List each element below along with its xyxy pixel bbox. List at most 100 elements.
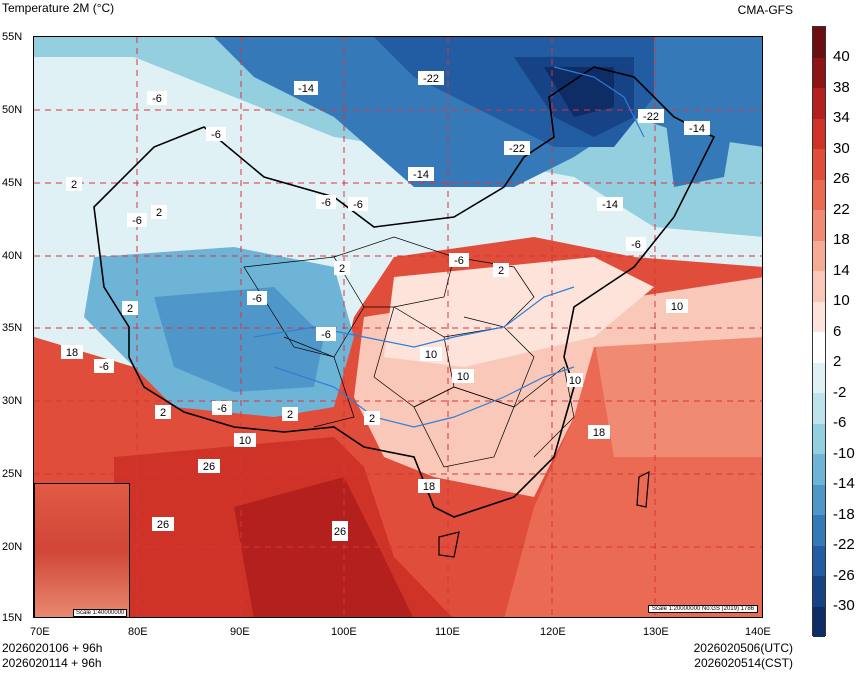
svg-text:-6: -6 bbox=[217, 403, 227, 415]
lat-label-20n: 20N bbox=[2, 541, 23, 553]
contour-label: 10 bbox=[234, 433, 256, 447]
colorbar-label: 18 bbox=[833, 231, 850, 248]
svg-text:2: 2 bbox=[127, 303, 133, 315]
colorbar-label: -18 bbox=[833, 505, 855, 523]
colorbar-label: -30 bbox=[833, 597, 855, 614]
contour-label: -6 bbox=[206, 127, 226, 141]
contour-label: 10 bbox=[420, 347, 442, 361]
colorbar-segment bbox=[813, 240, 825, 271]
init-time-cst: 2026020114 + 96h bbox=[2, 656, 102, 670]
colorbar-label: -2 bbox=[833, 383, 847, 401]
svg-text:2: 2 bbox=[498, 265, 504, 277]
contour-label: -14 bbox=[408, 167, 434, 181]
contour-label: 2 bbox=[282, 407, 298, 421]
colorbar-segment bbox=[813, 606, 825, 637]
colorbar-label: 10 bbox=[833, 292, 850, 309]
contour-label: 2 bbox=[364, 411, 380, 425]
contour-label: 2 bbox=[151, 205, 167, 219]
contour-label: 10 bbox=[452, 369, 474, 383]
colorbar-label: -6 bbox=[833, 414, 847, 431]
lon-label-130e: 130E bbox=[643, 626, 669, 638]
hainan-outline bbox=[438, 531, 460, 558]
colorbar-label: -10 bbox=[833, 444, 855, 462]
svg-text:-6: -6 bbox=[252, 293, 262, 305]
ocean-mild-region bbox=[594, 307, 762, 457]
svg-text:-14: -14 bbox=[602, 199, 618, 211]
svg-text:10: 10 bbox=[239, 435, 251, 447]
lat-label-25n: 25N bbox=[2, 468, 23, 480]
lon-label-140e: 140E bbox=[745, 626, 771, 638]
svg-text:-14: -14 bbox=[413, 169, 429, 181]
contour-label: 18 bbox=[588, 425, 610, 439]
contour-label: 26 bbox=[152, 517, 174, 531]
contour-label: -6 bbox=[147, 91, 167, 105]
svg-text:-14: -14 bbox=[689, 123, 705, 135]
colorbar-segment bbox=[813, 27, 825, 58]
svg-text:26: 26 bbox=[203, 461, 215, 473]
colorbar-segment bbox=[813, 454, 825, 485]
svg-text:18: 18 bbox=[593, 427, 605, 439]
temperature-map: -14 -6 -22 -22 -14 -22 -6 2 -14 -6 -14 2… bbox=[33, 36, 763, 618]
colorbar-segment bbox=[813, 484, 825, 515]
lat-label-40n: 40N bbox=[2, 250, 23, 262]
model-source-label: CMA-GFS bbox=[737, 3, 793, 17]
contour-label: 18 bbox=[418, 479, 440, 493]
lon-label-80e: 80E bbox=[128, 626, 148, 638]
map-title: Temperature 2M (°C) bbox=[2, 1, 115, 15]
contour-label: -22 bbox=[418, 71, 444, 85]
lat-label-50n: 50N bbox=[2, 104, 23, 116]
south-china-sea-inset: Scale 1:40000000 bbox=[34, 483, 130, 617]
contour-label: 10 bbox=[567, 373, 583, 387]
contour-label: -6 bbox=[626, 237, 646, 251]
colorbar-label: 14 bbox=[833, 261, 850, 279]
colorbar-segment bbox=[813, 393, 825, 424]
svg-text:2: 2 bbox=[287, 409, 293, 421]
contour-label: 26 bbox=[198, 459, 220, 473]
colorbar-label: 6 bbox=[833, 322, 842, 340]
svg-text:26: 26 bbox=[157, 519, 169, 531]
contour-label: -6 bbox=[212, 401, 232, 415]
svg-text:2: 2 bbox=[369, 413, 375, 425]
colorbar-label: 26 bbox=[833, 170, 850, 187]
svg-text:26: 26 bbox=[334, 526, 346, 538]
coldest-region bbox=[544, 67, 614, 117]
valid-time-utc: 2026020506(UTC) bbox=[693, 641, 793, 655]
northeast-cold-region bbox=[664, 107, 734, 187]
svg-text:-6: -6 bbox=[631, 239, 641, 251]
colorbar-segment bbox=[813, 576, 825, 607]
svg-text:10: 10 bbox=[425, 349, 437, 361]
contour-label: -6 bbox=[348, 197, 368, 211]
lat-label-30n: 30N bbox=[2, 395, 23, 407]
contour-label: 2 bbox=[155, 405, 171, 419]
colorbar-label: 40 bbox=[833, 48, 850, 65]
svg-text:-6: -6 bbox=[132, 215, 142, 227]
colorbar-label: 22 bbox=[833, 200, 850, 218]
svg-text:18: 18 bbox=[423, 481, 435, 493]
lat-label-45n: 45N bbox=[2, 177, 23, 189]
contour-label: 2 bbox=[334, 261, 350, 275]
svg-text:-6: -6 bbox=[353, 199, 363, 211]
svg-text:-6: -6 bbox=[99, 361, 109, 373]
contour-label: 2 bbox=[66, 177, 82, 191]
contour-label: -6 bbox=[127, 213, 147, 227]
colorbar-label: 38 bbox=[833, 78, 850, 96]
lat-label-35n: 35N bbox=[2, 322, 23, 334]
colorbar-segment bbox=[813, 545, 825, 576]
svg-text:2: 2 bbox=[339, 263, 345, 275]
contour-label: -6 bbox=[94, 359, 114, 373]
contour-label: -6 bbox=[449, 253, 469, 267]
colorbar-segment bbox=[813, 118, 825, 149]
colorbar-segment bbox=[813, 362, 825, 393]
contour-label: -14 bbox=[294, 81, 318, 95]
svg-text:-6: -6 bbox=[321, 329, 331, 341]
svg-text:-22: -22 bbox=[509, 143, 525, 155]
lon-label-70e: 70E bbox=[30, 626, 50, 638]
svg-text:-6: -6 bbox=[321, 197, 331, 209]
colorbar-segment bbox=[813, 515, 825, 546]
colorbar-segment bbox=[813, 301, 825, 332]
svg-text:2: 2 bbox=[156, 207, 162, 219]
graticule bbox=[34, 37, 762, 617]
temperature-field: -14 -6 -22 -22 -14 -22 -6 2 -14 -6 -14 2… bbox=[34, 37, 762, 617]
colorbar-segment bbox=[813, 57, 825, 88]
colorbar-label: -26 bbox=[833, 566, 855, 584]
